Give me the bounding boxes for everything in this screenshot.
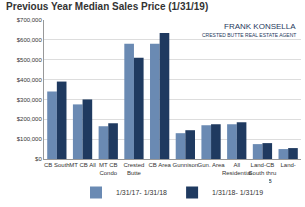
svg-text:CRESTED BUTTE REAL ESTATE AGEN: CRESTED BUTTE REAL ESTATE AGENT xyxy=(202,32,296,38)
svg-text:FRANK KONSELLA: FRANK KONSELLA xyxy=(224,22,296,31)
svg-text:MT CB All: MT CB All xyxy=(69,162,96,168)
svg-text:Gunnison: Gunnison xyxy=(173,162,199,168)
html-text:MT CB: MT CB xyxy=(253,177,272,184)
svg-text:CB South: CB South xyxy=(44,162,70,168)
svg-text:MT CBCondo: MT CBCondo xyxy=(99,162,118,176)
svg-text:$700,000: $700,000 xyxy=(17,17,43,23)
svg-text:$100,000: $100,000 xyxy=(17,136,43,142)
svg-text:$600,000: $600,000 xyxy=(17,37,43,43)
svg-text:Land-: Land- xyxy=(280,162,295,168)
svg-text:CrestedButte: CrestedButte xyxy=(123,162,144,176)
svg-text:$300,000: $300,000 xyxy=(17,97,43,103)
svg-text:1/31/17- 1/31/18: 1/31/17- 1/31/18 xyxy=(116,189,167,196)
svg-text:CB Area: CB Area xyxy=(148,162,171,168)
svg-text:1/31/18- 1/31/19: 1/31/18- 1/31/19 xyxy=(212,189,263,196)
html-text:South thru: South thru xyxy=(248,170,277,176)
html-text:Land-CB: Land-CB xyxy=(250,162,275,169)
svg-text:$400,000: $400,000 xyxy=(17,77,43,83)
svg-text:AllResidential: AllResidential xyxy=(222,162,252,176)
svg-text:$200,000: $200,000 xyxy=(17,116,43,122)
svg-text:$0: $0 xyxy=(35,156,42,162)
svg-text:$500,000: $500,000 xyxy=(17,57,43,63)
svg-text:Previous Year Median Sales Pri: Previous Year Median Sales Price (1/31/1… xyxy=(6,1,208,12)
svg-text:Gun. Area: Gun. Area xyxy=(198,162,226,168)
